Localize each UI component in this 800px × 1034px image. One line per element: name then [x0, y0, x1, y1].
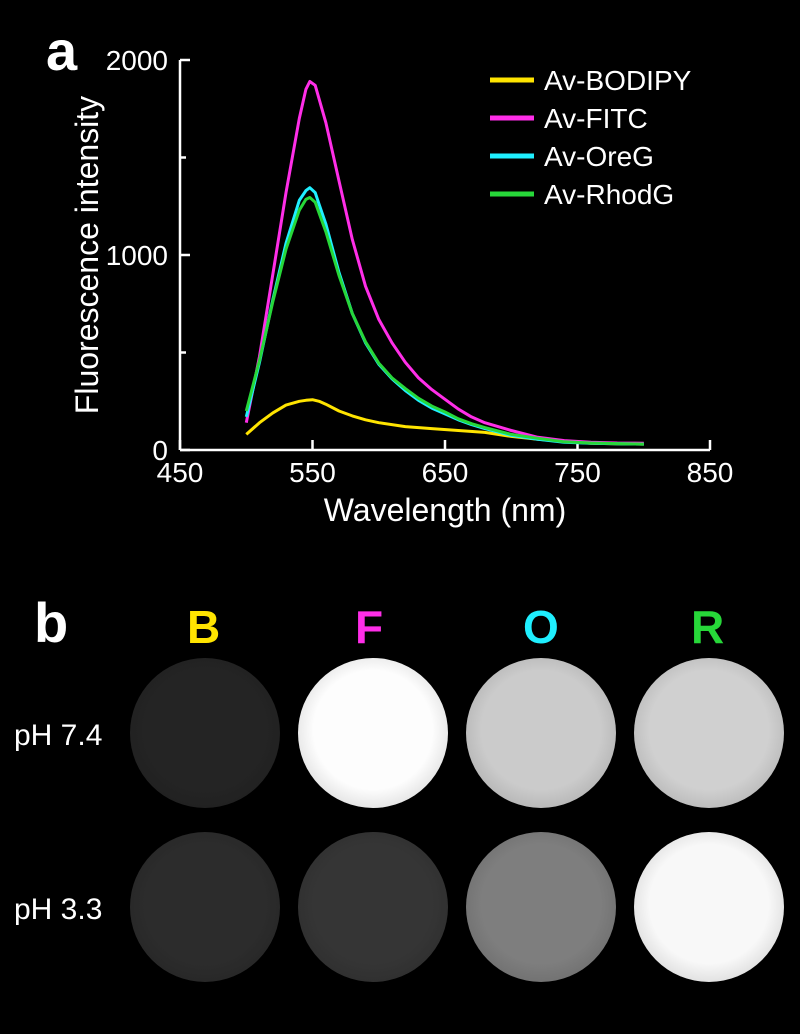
legend-label: Av-OreG [544, 141, 654, 172]
panel-b-col-header: F [355, 600, 383, 654]
series-Av-BODIPY [246, 400, 644, 444]
svg-text:Wavelength (nm): Wavelength (nm) [324, 492, 566, 528]
panel-b-col-header: R [691, 600, 724, 654]
svg-text:650: 650 [422, 457, 469, 488]
legend-label: Av-RhodG [544, 179, 674, 210]
panel-b-col-header: B [187, 600, 220, 654]
svg-text:0: 0 [152, 435, 168, 466]
svg-text:Fluorescence intensity: Fluorescence intensity [69, 96, 105, 414]
well-image [298, 832, 448, 982]
panel-b: B F O R pH 7.4 pH 3.3 [0, 600, 800, 1020]
series-Av-RhodG [246, 198, 644, 445]
panel-b-row-label: pH 3.3 [14, 893, 102, 927]
well-image [130, 832, 280, 982]
figure-root: a 450550650750850010002000Wavelength (nm… [0, 0, 800, 1034]
svg-text:550: 550 [289, 457, 336, 488]
series-Av-FITC [246, 82, 644, 444]
svg-text:1000: 1000 [106, 240, 168, 271]
well-image [466, 832, 616, 982]
well-image [298, 658, 448, 808]
series-Av-OreG [246, 188, 644, 444]
legend-label: Av-BODIPY [544, 65, 692, 96]
svg-text:850: 850 [687, 457, 734, 488]
well-image [634, 832, 784, 982]
panel-b-col-header: O [523, 600, 559, 654]
svg-text:750: 750 [554, 457, 601, 488]
well-image [466, 658, 616, 808]
panel-a-chart: 450550650750850010002000Wavelength (nm)F… [60, 30, 740, 535]
chart-svg: 450550650750850010002000Wavelength (nm)F… [60, 30, 740, 535]
well-image [130, 658, 280, 808]
svg-text:2000: 2000 [106, 45, 168, 76]
panel-b-row-label: pH 7.4 [14, 719, 102, 753]
legend-label: Av-FITC [544, 103, 648, 134]
well-image [634, 658, 784, 808]
